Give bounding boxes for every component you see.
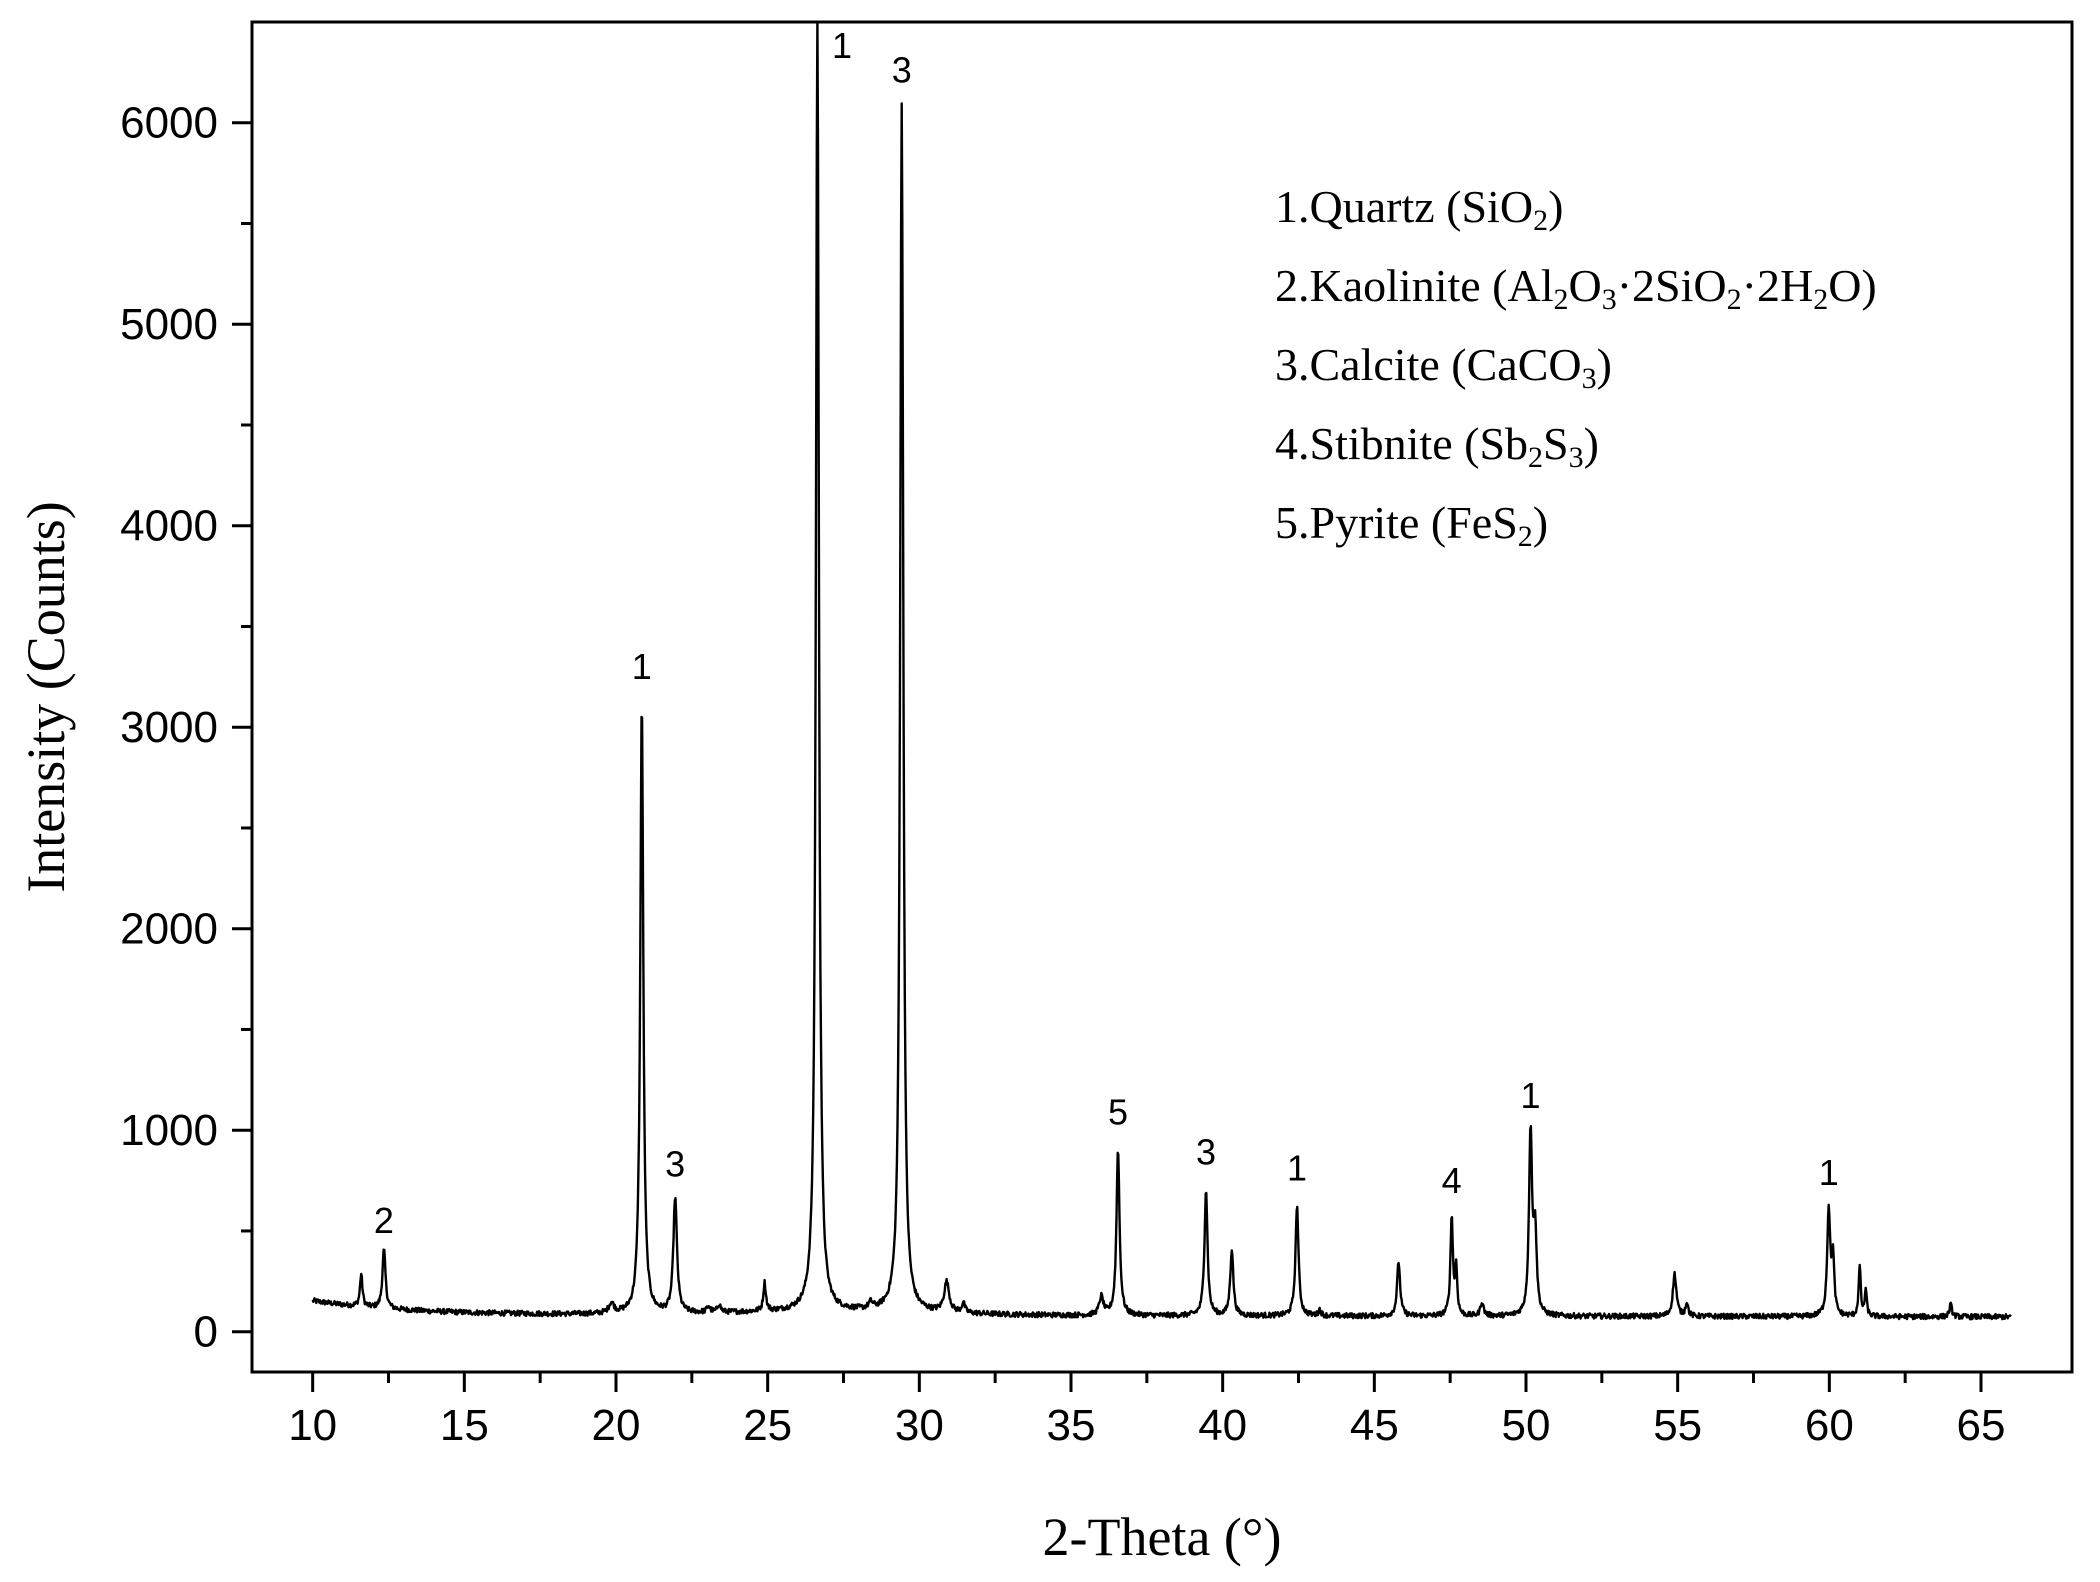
x-tick-label: 55 <box>1653 1401 1702 1450</box>
peak-label: 3 <box>892 50 912 91</box>
y-tick-label: 6000 <box>120 99 218 148</box>
y-tick-label: 1000 <box>120 1106 218 1155</box>
x-tick-label: 45 <box>1350 1401 1399 1450</box>
y-tick-label: 4000 <box>120 502 218 551</box>
legend-entry: 3.Calcite (CaCO3) <box>1275 339 1612 395</box>
plot-frame <box>250 20 2074 1374</box>
x-tick-label: 30 <box>895 1401 944 1450</box>
y-axis-title: Intensity (Counts) <box>16 501 76 892</box>
x-tick-label: 15 <box>440 1401 489 1450</box>
y-tick-label: 5000 <box>120 300 218 349</box>
y-axis: 0 1000 2000 3000 4000 5000 6000 <box>120 99 252 1357</box>
trace-layer <box>311 20 2012 1321</box>
peak-label: 4 <box>1442 1160 1462 1201</box>
x-tick-label: 10 <box>288 1401 337 1450</box>
peak-label: 1 <box>1287 1148 1307 1189</box>
peak-label: 3 <box>665 1144 685 1185</box>
x-tick-label: 35 <box>1047 1401 1096 1450</box>
peak-label: 1 <box>832 25 852 66</box>
x-tick-label: 25 <box>743 1401 792 1450</box>
y-tick-label: 0 <box>194 1308 218 1357</box>
y-tick-label: 3000 <box>120 703 218 752</box>
plot-border <box>250 20 2074 1374</box>
peak-label: 2 <box>374 1200 394 1241</box>
x-tick-label: 40 <box>1198 1401 1247 1450</box>
x-axis-title: 2-Theta (°) <box>1043 1507 1282 1567</box>
peak-label: 5 <box>1108 1091 1128 1132</box>
y-tick-label: 2000 <box>120 905 218 954</box>
legend: 1.Quartz (SiO2) 2.Kaolinite (Al2O3·2SiO2·… <box>1275 181 1877 553</box>
x-tick-label: 50 <box>1502 1401 1551 1450</box>
legend-entry: 1.Quartz (SiO2) <box>1275 181 1563 237</box>
x-tick-label: 20 <box>592 1401 641 1450</box>
peak-label: 1 <box>632 646 652 687</box>
peak-label: 3 <box>1196 1132 1216 1173</box>
legend-entry: 4.Stibnite (Sb2S3) <box>1275 418 1599 474</box>
x-axis: 10 15 20 25 30 35 40 45 50 55 60 65 <box>288 1372 2005 1450</box>
xrd-pattern-line <box>311 20 2012 1321</box>
peak-label: 1 <box>1521 1075 1541 1116</box>
legend-entry: 5.Pyrite (FeS2) <box>1275 497 1548 553</box>
peak-label: 1 <box>1819 1152 1839 1193</box>
legend-entry: 2.Kaolinite (Al2O3·2SiO2·2H2O) <box>1275 260 1877 316</box>
x-tick-label: 60 <box>1805 1401 1854 1450</box>
x-tick-label: 65 <box>1957 1401 2006 1450</box>
